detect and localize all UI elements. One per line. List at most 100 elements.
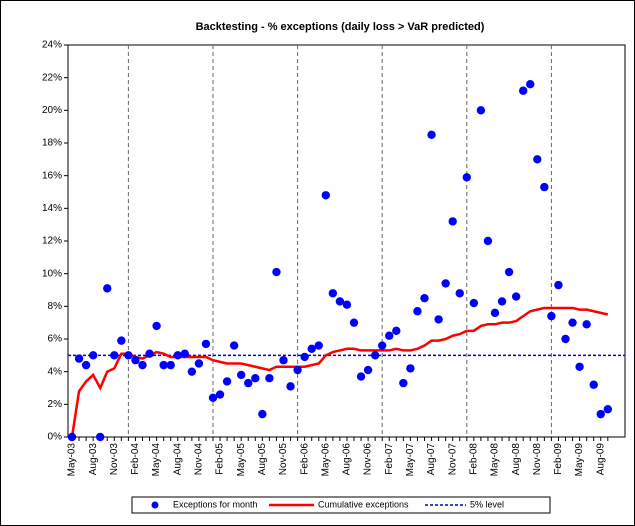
y-tick-label: 4% bbox=[48, 366, 63, 377]
exception-point bbox=[519, 86, 528, 95]
exception-point bbox=[490, 308, 500, 318]
exception-point bbox=[462, 173, 471, 182]
x-tick-label: Aug-08 bbox=[511, 443, 522, 476]
legend-label: Exceptions for month bbox=[173, 499, 258, 509]
exception-point bbox=[378, 341, 387, 350]
cumulative-line bbox=[70, 306, 609, 438]
exception-point bbox=[145, 349, 154, 358]
exception-point bbox=[399, 378, 408, 388]
x-tick-label: Aug-03 bbox=[88, 443, 99, 476]
exception-point bbox=[342, 300, 352, 309]
exception-point bbox=[385, 331, 394, 340]
exception-point bbox=[229, 341, 239, 350]
exception-point bbox=[455, 289, 464, 298]
exception-point bbox=[244, 378, 253, 388]
x-tick-label: May-05 bbox=[236, 443, 247, 477]
chart-title: Backtesting - % exceptions (daily loss >… bbox=[196, 21, 485, 33]
exception-point bbox=[469, 298, 479, 308]
exception-point bbox=[554, 280, 563, 290]
x-tick-label: Feb-06 bbox=[299, 443, 310, 475]
x-tick-label: May-04 bbox=[151, 443, 162, 477]
exception-point bbox=[483, 236, 493, 246]
exception-point bbox=[448, 217, 457, 226]
exception-point bbox=[117, 336, 126, 345]
exception-point bbox=[321, 191, 330, 200]
exception-point bbox=[215, 390, 225, 399]
exception-point bbox=[356, 372, 366, 381]
exception-point bbox=[540, 182, 549, 192]
exception-point bbox=[124, 351, 133, 360]
exception-point bbox=[166, 360, 175, 370]
exception-point bbox=[138, 360, 147, 370]
x-tick-label: Aug-05 bbox=[257, 443, 268, 476]
exception-point bbox=[328, 289, 338, 298]
x-tick-label: Aug-06 bbox=[342, 443, 353, 476]
x-tick-label: May-03 bbox=[67, 443, 78, 477]
exception-point bbox=[589, 380, 598, 389]
x-tick-label: May-08 bbox=[490, 443, 501, 477]
exception-point bbox=[180, 349, 189, 358]
exception-point bbox=[67, 432, 77, 442]
y-tick-label: 2% bbox=[48, 399, 63, 410]
y-tick-label: 24% bbox=[42, 40, 62, 51]
exception-point bbox=[131, 356, 140, 365]
exception-point bbox=[561, 334, 570, 344]
exception-point bbox=[363, 365, 373, 375]
x-tick-label: Nov-07 bbox=[447, 443, 458, 476]
y-tick-label: 8% bbox=[48, 301, 63, 312]
exception-point bbox=[413, 307, 422, 316]
exception-point bbox=[307, 344, 316, 353]
exception-point bbox=[208, 393, 218, 402]
exception-point bbox=[533, 155, 542, 164]
exception-point bbox=[441, 279, 450, 288]
y-tick-label: 16% bbox=[42, 170, 62, 181]
exception-point bbox=[420, 293, 429, 303]
exception-point bbox=[173, 351, 182, 360]
y-tick-label: 22% bbox=[42, 72, 62, 83]
x-tick-label: May-07 bbox=[405, 443, 416, 477]
x-tick-label: Aug-09 bbox=[595, 443, 606, 476]
exception-point bbox=[596, 409, 605, 419]
exception-point bbox=[314, 341, 323, 350]
x-tick-label: Nov-03 bbox=[109, 443, 120, 476]
x-tick-label: Nov-08 bbox=[532, 443, 543, 476]
exception-point bbox=[272, 267, 281, 277]
exception-point bbox=[497, 297, 507, 306]
exception-point bbox=[349, 318, 359, 327]
legend-box bbox=[131, 496, 551, 514]
exception-point bbox=[258, 409, 267, 419]
y-tick-label: 14% bbox=[42, 203, 62, 214]
exception-point bbox=[81, 360, 91, 370]
legend-marker bbox=[151, 501, 159, 509]
exception-point bbox=[88, 351, 98, 360]
exception-point bbox=[110, 351, 119, 360]
legend-label: 5% level bbox=[470, 499, 504, 509]
x-tick-label: Feb-05 bbox=[215, 443, 226, 475]
exception-point bbox=[152, 321, 161, 331]
y-tick-label: 6% bbox=[48, 334, 63, 345]
exception-point bbox=[286, 382, 295, 391]
exception-point bbox=[476, 106, 486, 115]
x-tick-label: May-06 bbox=[320, 443, 331, 477]
x-tick-label: Nov-04 bbox=[194, 443, 205, 476]
exception-point bbox=[406, 364, 415, 373]
exception-point bbox=[300, 352, 309, 362]
x-tick-label: Feb-07 bbox=[384, 443, 395, 475]
x-tick-label: Feb-04 bbox=[130, 443, 141, 475]
plot-area bbox=[67, 44, 626, 438]
x-tick-label: May-09 bbox=[574, 443, 585, 477]
y-tick-label: 18% bbox=[42, 138, 62, 149]
exception-point bbox=[568, 318, 577, 327]
y-tick-label: 0% bbox=[48, 432, 63, 443]
exception-point bbox=[201, 339, 211, 349]
exception-point bbox=[222, 377, 232, 386]
exception-point bbox=[370, 351, 380, 360]
exception-point bbox=[504, 267, 514, 277]
exception-point bbox=[603, 405, 612, 414]
exception-point bbox=[194, 359, 204, 368]
exception-point bbox=[74, 354, 84, 363]
x-tick-label: Nov-05 bbox=[278, 443, 289, 476]
exception-point bbox=[434, 315, 443, 324]
